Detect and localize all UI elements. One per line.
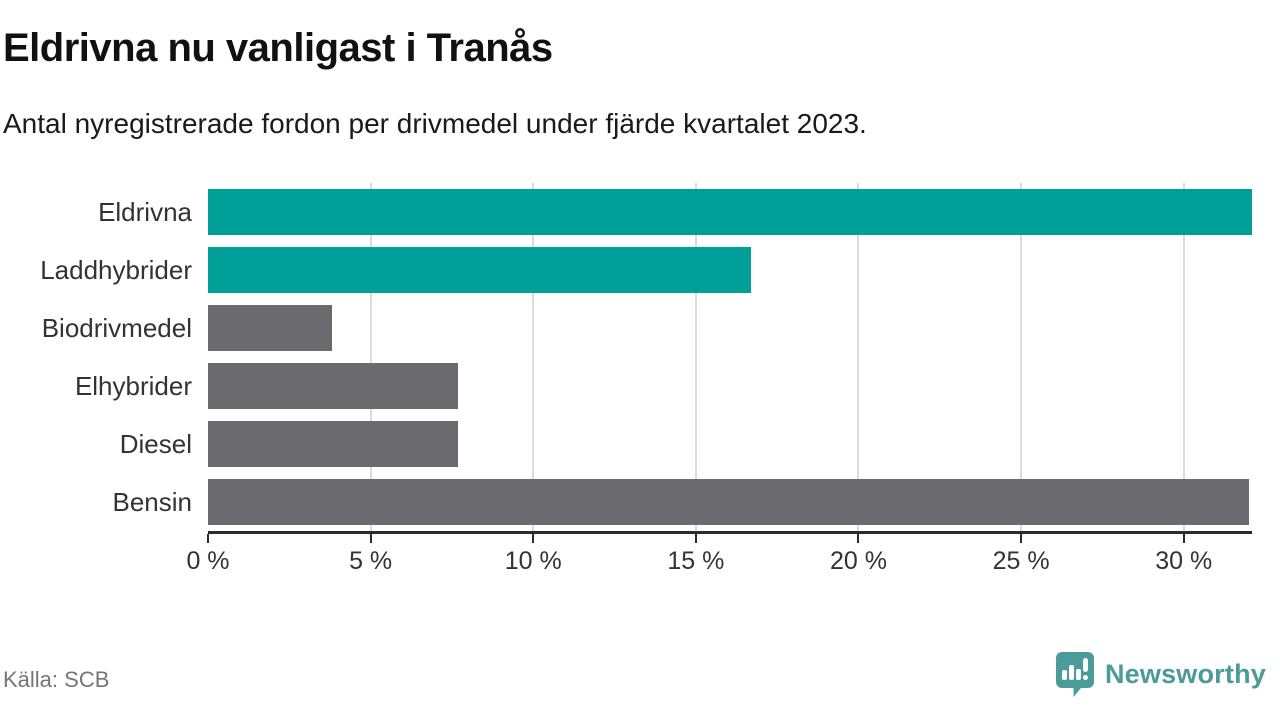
x-tick-label-25: 25 % [992,547,1050,575]
gridline-15 [694,183,697,531]
category-label-laddhybrider: Laddhybrider [40,255,192,285]
chart-title: Eldrivna nu vanligast i Tranås [3,26,553,70]
x-tick-mark-10 [532,534,535,543]
newsworthy-logo: Newsworthy [1055,651,1266,698]
category-label-diesel: Diesel [119,429,192,459]
newsworthy-logo-icon [1055,652,1094,697]
x-axis-line [208,531,1252,534]
gridline-30 [1182,183,1185,531]
bar-biodrivmedel [208,305,332,351]
bar-elhybrider [208,363,459,409]
gridline-10 [532,183,535,531]
gridline-20 [857,183,860,531]
x-tick-label-15: 15 % [667,547,725,575]
x-tick-mark-5 [369,534,372,543]
bar-bensin [208,479,1249,525]
category-label-eldrivna: Eldrivna [98,197,192,227]
bar-diesel [208,421,459,467]
x-tick-label-10: 10 % [504,547,562,575]
bar-eldrivna [208,189,1252,235]
newsworthy-logo-text: Newsworthy [1104,659,1266,689]
x-tick-mark-20 [857,534,860,543]
x-tick-mark-15 [694,534,697,543]
gridline-25 [1020,183,1023,531]
x-tick-label-5: 5 % [349,547,393,575]
source-note: Källa: SCB [3,667,110,692]
chart-subtitle: Antal nyregistrerade fordon per drivmede… [3,108,867,139]
x-tick-label-20: 20 % [829,547,887,575]
category-label-bensin: Bensin [112,487,193,517]
x-tick-mark-30 [1182,534,1185,543]
category-label-elhybrider: Elhybrider [74,371,192,401]
x-tick-mark-25 [1020,534,1023,543]
gridline-5 [369,183,372,531]
x-tick-label-0: 0 % [186,547,230,575]
x-tick-mark-0 [207,534,209,543]
bar-laddhybrider [208,247,752,293]
category-label-biodrivmedel: Biodrivmedel [41,313,192,343]
bar-chart-plot-area: 0 % 5 % 10 % 15 % 20 % 25 % 30 % Eldrivna Laddhy… [40,183,1252,575]
x-tick-label-30: 30 % [1155,547,1213,575]
